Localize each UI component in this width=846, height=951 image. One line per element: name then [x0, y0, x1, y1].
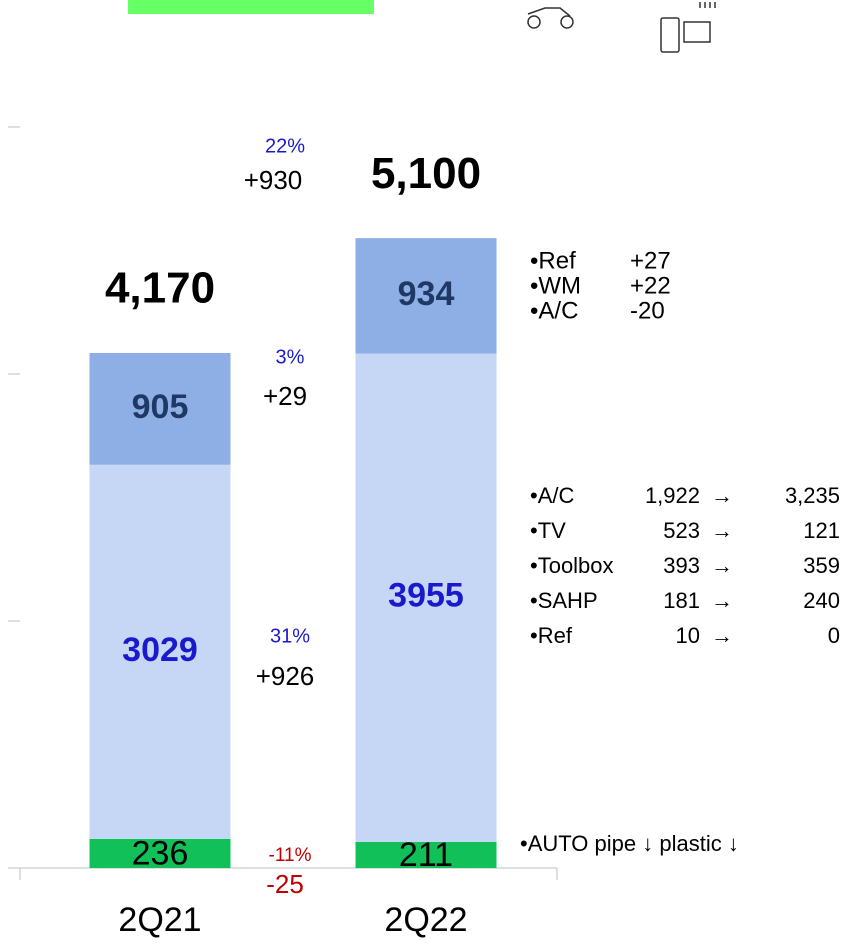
note-arrow: →	[711, 483, 733, 508]
note-from: 393	[663, 553, 700, 578]
note-to: 3,235	[785, 483, 840, 508]
bar-segment	[89, 353, 231, 465]
icon-appliance	[660, 2, 716, 53]
note-name: •Ref	[530, 247, 576, 274]
note-to: 121	[803, 518, 840, 543]
category-label: 2Q22	[384, 901, 467, 939]
note-name: •Toolbox	[530, 553, 614, 578]
note-to: 0	[828, 623, 840, 648]
note-name: •TV	[530, 518, 566, 543]
note-name: •WM	[530, 272, 581, 299]
change-pct: 3%	[276, 346, 305, 368]
change-delta: +930	[244, 165, 303, 195]
segment-label: 3029	[122, 631, 198, 669]
note-value: -20	[630, 297, 665, 324]
segment-label: 211	[399, 836, 453, 874]
note-value: +27	[630, 247, 671, 274]
bar-segment	[355, 841, 497, 868]
segment-label: 934	[398, 275, 455, 313]
note-bottom: •AUTO pipe ↓ plastic ↓	[520, 831, 739, 856]
note-name: •A/C	[530, 483, 574, 508]
segment-label: 236	[132, 834, 189, 872]
note-name: •A/C	[530, 297, 578, 324]
note-to: 240	[803, 588, 840, 613]
note-value: +22	[630, 272, 671, 299]
change-pct: -11%	[269, 845, 312, 866]
note-from: 1,922	[645, 483, 700, 508]
note-arrow: →	[711, 553, 733, 578]
icon-motorbike	[527, 7, 574, 29]
note-from: 181	[663, 588, 700, 613]
note-name: •Ref	[530, 623, 573, 648]
total-label: 4,170	[105, 264, 215, 313]
change-delta: +29	[263, 381, 307, 411]
note-from: 523	[663, 518, 700, 543]
change-pct: 22%	[265, 135, 305, 157]
bar-segment	[355, 238, 497, 354]
segment-label: 3955	[388, 577, 464, 615]
bar-segment	[89, 838, 231, 868]
bar-segment	[355, 353, 497, 842]
change-pct: 31%	[270, 625, 310, 647]
bar-segment	[89, 464, 231, 839]
segment-label: 905	[132, 388, 189, 426]
change-delta: -25	[266, 869, 304, 899]
note-arrow: →	[711, 518, 733, 543]
note-arrow: →	[711, 588, 733, 613]
category-label: 2Q21	[118, 901, 201, 939]
note-name: •SAHP	[530, 588, 598, 613]
note-arrow: →	[711, 623, 733, 648]
change-delta: +926	[256, 661, 315, 691]
note-from: 10	[676, 623, 700, 648]
title-box	[128, 0, 374, 14]
note-to: 359	[803, 553, 840, 578]
total-label: 5,100	[371, 149, 481, 198]
